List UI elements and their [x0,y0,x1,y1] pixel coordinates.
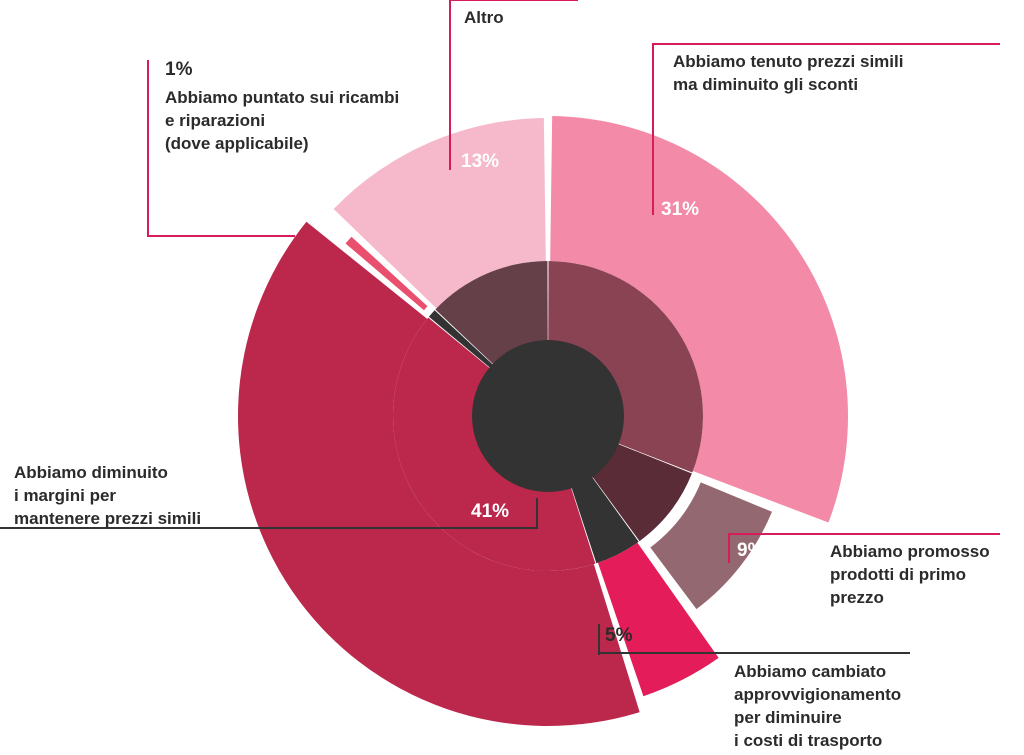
pie-slice-0 [550,116,848,523]
pie-slice-5 [333,118,546,309]
pie-slice-4 [345,236,428,311]
label-diminuito-margini: Abbiamo diminuito i margini per mantener… [14,463,202,528]
label-ricambi: Abbiamo puntato sui ricambi e riparazion… [165,88,400,153]
leader-line-3 [0,498,538,529]
value-41: 41% [471,501,510,522]
label-tenuto-prezzi: Abbiamo tenuto prezzi simili ma diminuit… [673,52,904,94]
pie-slice-1 [650,482,772,610]
leader-line-5 [449,0,578,170]
pie-slice-2 [597,542,719,697]
leader-line-4 [147,60,295,237]
inner-slice-2 [569,472,639,564]
inner-slice-3 [392,317,596,571]
label-promosso: Abbiamo promosso prodotti di primo prezz… [830,542,990,607]
inner-slice-5 [435,261,548,368]
inner-slice-0 [548,261,704,473]
inner-slice-4 [428,310,497,372]
leader-line-1 [728,533,1000,563]
value-13: 13% [461,151,500,172]
leader-line-2 [598,624,910,655]
inner-slice-1 [589,441,692,542]
leader-line-0 [652,43,1000,215]
value-1: 1% [165,59,193,80]
label-cambiato: Abbiamo cambiato approvvigionamento per … [734,662,902,750]
label-altro: Altro [464,8,504,27]
value-9: 9% [737,540,765,561]
outer-ring [238,116,848,726]
inner-ring [392,261,704,571]
leader-lines [0,0,1000,655]
value-5: 5% [605,625,633,646]
center-circle [472,340,624,492]
value-31: 31% [661,199,700,220]
pie-slice-3 [238,221,640,726]
